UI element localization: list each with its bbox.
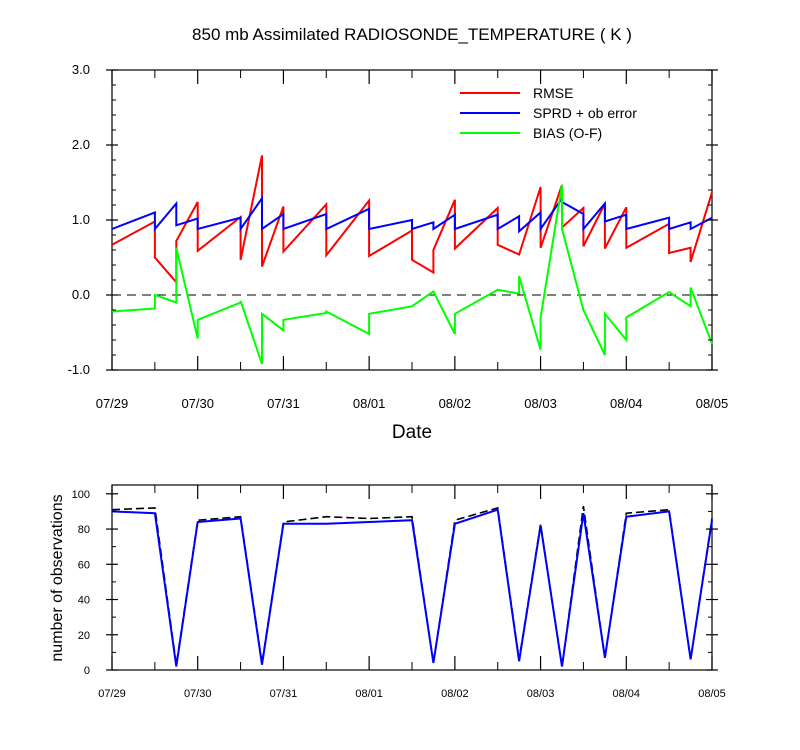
series-line-observations-used: [111, 508, 713, 667]
y-tick-label: 1.0: [72, 212, 90, 227]
y-axis-title-observations: number of observations: [49, 494, 66, 661]
y-tick-label: 20: [78, 630, 90, 642]
x-tick-label: 07/31: [270, 688, 298, 700]
legend-label-rmse: RMSE: [533, 85, 573, 101]
y-tick-label: 0.0: [72, 287, 90, 302]
legend: RMSE SPRD + ob error BIAS (O-F): [460, 85, 637, 141]
chart-title: 850 mb Assimilated RADIOSONDE_TEMPERATUR…: [192, 25, 632, 44]
x-tick-label: 07/29: [96, 396, 129, 411]
x-tick-label: 08/01: [353, 396, 386, 411]
x-tick-label: 08/04: [613, 688, 641, 700]
y-tick-label: 80: [78, 524, 90, 536]
x-tick-label: 07/31: [267, 396, 300, 411]
legend-label-bias: BIAS (O-F): [533, 125, 602, 141]
y-tick-label: 40: [78, 595, 90, 607]
bottom-plot-frame: [111, 484, 713, 671]
x-tick-label: 08/03: [527, 688, 555, 700]
series-line-rmse: [111, 155, 713, 285]
x-tick-label: 08/05: [696, 396, 729, 411]
y-tick-label: -1.0: [68, 362, 90, 377]
x-axis-title: Date: [392, 422, 432, 443]
x-tick-label: 07/30: [181, 396, 214, 411]
top-panel: 07/29 07/30 07/31 08/01 08/02 08/03 08/04 08/05…: [68, 62, 729, 443]
series-line-observations-possible: [111, 505, 713, 667]
y-tick-label: 60: [78, 559, 90, 571]
bottom-panel: 07/29 07/30 07/31 08/01 08/02 08/03 08/04 08/05…: [49, 484, 726, 700]
x-tick-label: 07/30: [184, 688, 212, 700]
x-tick-label: 08/02: [441, 688, 469, 700]
y-tick-label: 0: [84, 665, 90, 677]
series-line-sprd-ob-error: [111, 195, 713, 234]
x-tick-label: 08/02: [439, 396, 472, 411]
x-tick-label: 08/01: [355, 688, 383, 700]
x-tick-label: 08/05: [698, 688, 726, 700]
x-tick-label: 08/04: [610, 396, 643, 411]
series-line-bias-o-f: [111, 184, 713, 365]
y-tick-label: 2.0: [72, 137, 90, 152]
x-tick-label: 07/29: [98, 688, 126, 700]
y-tick-label: 3.0: [72, 62, 90, 77]
y-tick-label: 100: [72, 489, 90, 501]
legend-label-sprd: SPRD + ob error: [533, 105, 637, 121]
x-tick-label: 08/03: [524, 396, 557, 411]
